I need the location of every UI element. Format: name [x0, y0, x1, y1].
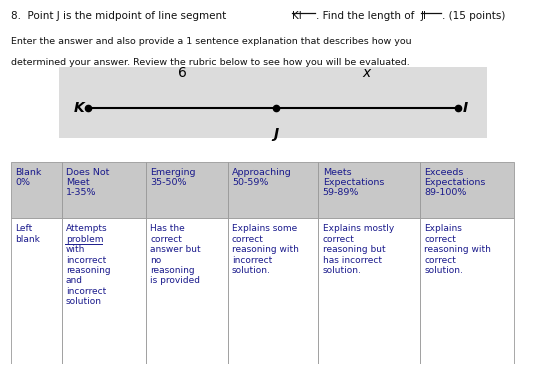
- Bar: [62, 218, 146, 364]
- Text: Does Not
Meet
1-35%: Does Not Meet 1-35%: [66, 168, 109, 197]
- Bar: [318, 162, 420, 218]
- Bar: [146, 218, 228, 364]
- Text: . Find the length of: . Find the length of: [316, 11, 418, 21]
- Bar: [11, 162, 62, 218]
- Text: 8.  Point J is the midpoint of line segment: 8. Point J is the midpoint of line segme…: [11, 11, 229, 21]
- Text: . (15 points): . (15 points): [442, 11, 506, 21]
- Text: Attempts
problem
with
incorrect
reasoning
and
incorrect
solution: Attempts problem with incorrect reasonin…: [66, 224, 110, 306]
- Text: Emerging
35-50%: Emerging 35-50%: [151, 168, 196, 187]
- Text: Exceeds
Expectations
89-100%: Exceeds Expectations 89-100%: [424, 168, 486, 197]
- Text: Explains some
correct
reasoning with
incorrect
solution.: Explains some correct reasoning with inc…: [232, 224, 299, 275]
- Text: JI: JI: [420, 11, 426, 21]
- Bar: [11, 218, 62, 364]
- Text: Blank
0%: Blank 0%: [15, 168, 41, 187]
- Text: K: K: [73, 101, 84, 115]
- Bar: [318, 218, 420, 364]
- Text: J: J: [273, 127, 278, 141]
- Bar: [420, 218, 514, 364]
- Text: 6: 6: [177, 66, 187, 80]
- Text: x: x: [363, 66, 371, 80]
- Text: Left
blank: Left blank: [15, 224, 40, 244]
- Bar: [228, 218, 318, 364]
- Text: I: I: [463, 101, 468, 115]
- Bar: [146, 162, 228, 218]
- Text: determined your answer. Review the rubric below to see how you will be evaluated: determined your answer. Review the rubri…: [11, 58, 410, 67]
- Text: KI: KI: [292, 11, 301, 21]
- Text: Explains mostly
correct
reasoning but
has incorrect
solution.: Explains mostly correct reasoning but ha…: [323, 224, 394, 275]
- Text: Approaching
50-59%: Approaching 50-59%: [232, 168, 292, 187]
- Text: Enter the answer and also provide a 1 sentence explanation that describes how yo: Enter the answer and also provide a 1 se…: [11, 37, 412, 46]
- Bar: [420, 162, 514, 218]
- Bar: [228, 162, 318, 218]
- Bar: [59, 67, 487, 138]
- Text: Has the
correct
answer but
no
reasoning
is provided: Has the correct answer but no reasoning …: [151, 224, 201, 285]
- Text: Explains
correct
reasoning with
correct
solution.: Explains correct reasoning with correct …: [424, 224, 491, 275]
- Text: Meets
Expectations
59-89%: Meets Expectations 59-89%: [323, 168, 384, 197]
- Bar: [62, 162, 146, 218]
